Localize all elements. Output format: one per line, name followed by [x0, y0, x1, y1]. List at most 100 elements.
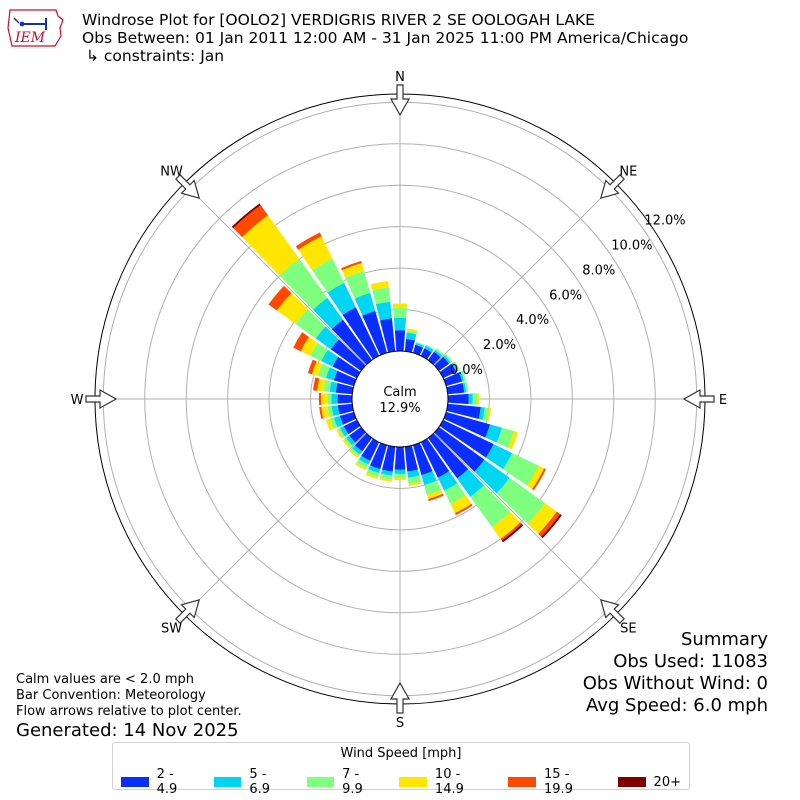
grid-spoke — [433, 432, 617, 616]
windrose-bar-segment — [365, 472, 379, 480]
windrose-bar-segment — [329, 381, 338, 393]
windrose-bar-segment — [337, 403, 354, 415]
windrose-bar-segment — [406, 330, 417, 335]
windrose-bar-segment — [279, 259, 328, 310]
windrose-bar-segment — [331, 319, 372, 365]
windrose-bar-segment — [435, 348, 444, 356]
windrose-bar-segment — [338, 427, 345, 438]
windrose-bar-segment — [485, 444, 513, 470]
windrose-bar-segment — [482, 407, 490, 422]
legend-item: 5 - 6.9 — [213, 767, 291, 797]
windrose-bar-segment — [344, 437, 353, 447]
windrose-bar-segment — [394, 473, 406, 479]
calm-note: Calm values are < 2.0 mph — [16, 672, 195, 687]
windrose-bar-segment — [437, 471, 458, 491]
compass-arrow-icon — [389, 84, 411, 117]
windrose-bar-segment — [462, 382, 467, 393]
legend-swatch — [617, 777, 646, 787]
windrose-bar-segment — [527, 503, 557, 534]
windrose-bar-segment — [349, 427, 366, 443]
windrose-bar-segment — [362, 310, 388, 356]
windrose-bar-segment — [341, 263, 365, 278]
radial-tick-label: 4.0% — [516, 313, 549, 328]
windrose-bar-segment — [293, 332, 309, 352]
windrose-bar-segment — [468, 393, 473, 405]
windrose-bar-segment — [339, 426, 349, 437]
radial-tick-label: 10.0% — [611, 238, 652, 253]
iem-logo: IEM — [6, 6, 66, 50]
windrose-bar-segment — [323, 379, 332, 392]
windrose-bar-segment — [333, 415, 344, 428]
calm-circle — [351, 350, 449, 448]
windrose-bar-segment — [421, 471, 437, 486]
windrose-bar-segment — [352, 445, 363, 455]
compass-label: W — [71, 393, 84, 408]
windrose-bar-segment — [404, 445, 418, 472]
windrose-bar-segment — [295, 309, 326, 339]
windrose-bar-segment — [443, 355, 451, 364]
constraints-label: ↳ constraints: Jan — [86, 47, 225, 65]
compass-arrows — [85, 84, 715, 714]
windrose-bar-segment — [276, 293, 308, 324]
windrose-bar-segment — [451, 362, 459, 372]
windrose-bar-segment — [460, 370, 467, 381]
windrose-bar-segment — [375, 301, 392, 321]
summary-heading: Summary — [681, 629, 768, 650]
windrose-bar-segment — [370, 281, 389, 291]
compass-labels: N NE E SE S SW W NW — [71, 70, 728, 731]
windrose-bar-segment — [446, 383, 465, 395]
summary-obs-used: Obs Used: 11083 — [613, 651, 768, 672]
windrose-bar-segment — [321, 349, 339, 367]
windrose-bar-segment — [406, 328, 418, 333]
windrose-bar-segment — [407, 475, 422, 484]
radial-tick-label: 2.0% — [483, 338, 516, 353]
windrose-bar-segment — [392, 303, 408, 308]
windrose-bar-segment — [354, 433, 372, 452]
legend-item: 15 - 19.9 — [508, 767, 601, 797]
windrose-bar-segment — [379, 318, 396, 353]
windrose-bar-segment — [321, 406, 330, 419]
windrose-bar-segment — [343, 419, 361, 435]
summary-obs-without-wind: Obs Without Wind: 0 — [582, 673, 768, 694]
compass-label: NE — [619, 165, 637, 180]
windrose-bar-segment — [341, 261, 362, 271]
windrose-bar-segment — [439, 419, 494, 458]
windrose-bars — [231, 203, 562, 543]
generated-date: Generated: 14 Nov 2025 — [16, 720, 239, 741]
compass-label: E — [719, 393, 727, 408]
legend-swatch — [121, 777, 149, 787]
windrose-bar-segment — [342, 307, 380, 360]
windrose-bar-segment — [412, 344, 424, 356]
windrose-bar-segment — [233, 205, 268, 238]
compass-label: SW — [161, 621, 182, 636]
windrose-bar-segment — [241, 215, 300, 276]
legend-label: 2 - 4.9 — [156, 767, 178, 797]
compass-arrow-icon — [174, 173, 201, 200]
windrose-bar-segment — [354, 292, 376, 316]
compass-label: S — [396, 716, 404, 731]
compass-arrow-icon — [599, 173, 626, 200]
windrose-bar-segment — [457, 468, 485, 497]
windrose-bar-segment — [485, 424, 503, 443]
windrose-bar-segment — [372, 287, 391, 305]
windrose-bar-segment — [407, 469, 420, 478]
windrose-bar-segment — [439, 363, 457, 379]
legend-item: 2 - 4.9 — [121, 767, 198, 797]
windrose-bar-segment — [443, 372, 463, 387]
legend-item: 7 - 9.9 — [306, 767, 384, 797]
windrose-bar-segment — [318, 392, 322, 406]
bar-convention-note: Bar Convention: Meteorology — [16, 688, 206, 703]
windrose-bar-segment — [342, 439, 351, 449]
windrose-bar-segment — [453, 361, 461, 371]
windrose-bar-segment — [368, 465, 381, 474]
windrose-bar-segment — [327, 282, 356, 315]
windrose-bar-segment — [532, 468, 546, 491]
windrose-bar-segment — [394, 446, 406, 470]
windrose-bar-segment — [325, 418, 334, 431]
windrose-bar-segment — [393, 317, 407, 331]
windrose-bar-segment — [349, 449, 359, 459]
windrose-bar-segment — [333, 370, 357, 387]
windrose-bar-segment — [366, 469, 380, 478]
windrose-bar-segment — [496, 477, 546, 524]
